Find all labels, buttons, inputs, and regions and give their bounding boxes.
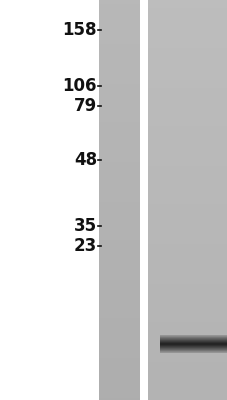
Text: 35: 35 [74,217,96,235]
Text: 48: 48 [74,151,96,169]
Text: 79: 79 [73,97,96,115]
Text: 23: 23 [73,237,96,255]
Text: 106: 106 [62,77,96,95]
Text: 158: 158 [62,21,96,39]
